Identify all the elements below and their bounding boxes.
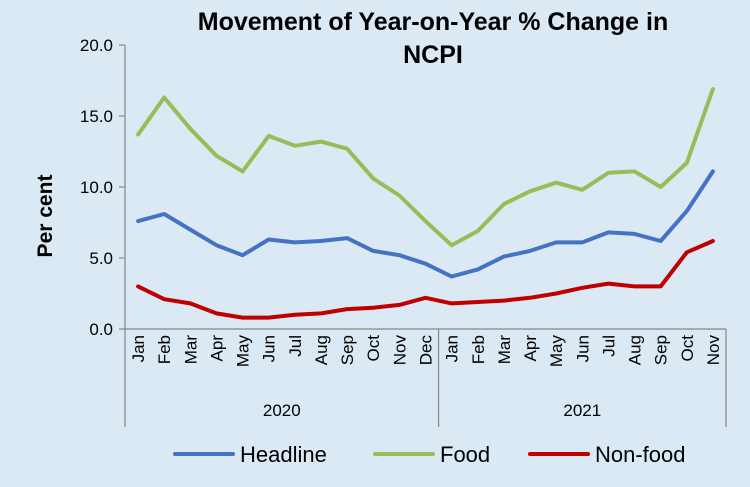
series-lines <box>136 87 715 320</box>
x-tick-label: Jan <box>443 335 462 362</box>
series-line-headline <box>136 169 715 279</box>
x-tick-label: Nov <box>390 335 409 366</box>
y-tick-label: 0.0 <box>89 320 113 339</box>
x-tick-label: Nov <box>704 335 723 366</box>
x-tick-label: Jun <box>260 335 279 362</box>
x-axis: Jan Feb Mar Apr May Jun Jul Aug Sep Oct Nov Dec Jan F… <box>124 328 727 427</box>
x-tick-label: May <box>234 335 253 368</box>
year-label: 2020 <box>263 401 301 420</box>
legend-label: Headline <box>240 442 327 467</box>
y-axis: 0.0 5.0 10.0 15.0 20.0 <box>80 36 126 339</box>
chart-title-line-1: Movement of Year-on-Year % Change in <box>198 8 668 36</box>
x-tick-label: Sep <box>338 335 357 365</box>
year-label: 2021 <box>563 401 601 420</box>
x-tick-label: Apr <box>521 335 540 362</box>
x-tick-label: Apr <box>207 335 226 362</box>
x-tick-label: Dec <box>417 335 436 366</box>
y-tick-label: 10.0 <box>80 178 113 197</box>
y-tick-label: 15.0 <box>80 107 113 126</box>
x-tick-label: Aug <box>626 335 645 365</box>
series-line-food <box>136 87 715 248</box>
x-tick-label: Oct <box>678 335 697 362</box>
x-tick-label: May <box>547 335 566 368</box>
y-axis-label: Per cent <box>34 175 57 258</box>
y-tick-label: 5.0 <box>89 249 113 268</box>
x-tick-label: Mar <box>495 335 514 365</box>
x-tick-label: Mar <box>181 335 200 365</box>
series-line-non-food <box>136 239 715 320</box>
chart-title-line-2: NCPI <box>403 41 463 69</box>
x-tick-label: Oct <box>364 335 383 362</box>
y-tick-label: 20.0 <box>80 36 113 55</box>
legend-label: Non-food <box>595 442 686 467</box>
x-tick-label: Aug <box>312 335 331 365</box>
x-tick-label: Jul <box>286 335 305 357</box>
legend-label: Food <box>440 442 490 467</box>
legend: Headline Food Non-food <box>173 442 686 467</box>
x-tick-label: Jan <box>129 335 148 362</box>
x-tick-label: Feb <box>469 335 488 364</box>
x-tick-label: Feb <box>155 335 174 364</box>
x-tick-label: Sep <box>652 335 671 365</box>
x-tick-label: Jun <box>573 335 592 362</box>
x-tick-label: Jul <box>599 335 618 357</box>
